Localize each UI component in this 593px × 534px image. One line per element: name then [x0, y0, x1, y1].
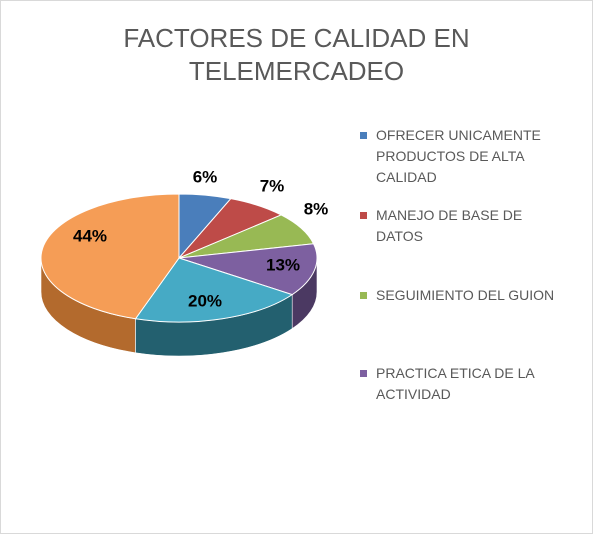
- legend-label-line: SEGUIMIENTO DEL GUION: [376, 287, 555, 303]
- legend-label-line: PRODUCTOS DE ALTA: [376, 148, 525, 164]
- pie-slice-5: [134, 257, 294, 323]
- legend-swatch-1: [360, 132, 367, 139]
- pie-slice-6: [40, 193, 180, 320]
- legend-label-2: MANEJO DE BASE DE DATOS: [376, 205, 556, 247]
- legend-swatch-4: [360, 370, 367, 377]
- legend-label-line: ACTIVIDAD: [376, 386, 451, 402]
- data-label-3: 8%: [304, 199, 329, 218]
- chart-title-line-1: FACTORES DE CALIDAD EN: [123, 23, 470, 53]
- legend-label-line: MANEJO DE BASE DE: [376, 207, 523, 223]
- legend-label-3: SEGUIMIENTO DEL GUION: [376, 285, 556, 306]
- data-label-6: 44%: [73, 226, 107, 245]
- pie-slice-4: [178, 243, 318, 296]
- legend-label-4: PRACTICA ETICA DE LA ACTIVIDAD: [376, 363, 556, 405]
- chart-title-line-2: TELEMERCADEO: [188, 56, 405, 86]
- legend-label-1: OFRECER UNICAMENTE PRODUCTOS DE ALTA CALID…: [376, 125, 556, 188]
- data-label-4: 13%: [266, 255, 300, 274]
- chart-title: FACTORES DE CALIDAD EN TELEMERCADEO: [0, 22, 593, 88]
- legend-label-line: PRACTICA ETICA DE LA: [376, 365, 535, 381]
- legend-label-line: DATOS: [376, 228, 423, 244]
- legend-label-line: OFRECER UNICAMENTE: [376, 127, 541, 143]
- legend-label-line: CALIDAD: [376, 169, 437, 185]
- data-label-5: 20%: [188, 291, 222, 310]
- data-label-1: 6%: [193, 167, 218, 186]
- data-label-2: 7%: [260, 176, 285, 195]
- legend-swatch-2: [360, 212, 367, 219]
- legend-swatch-3: [360, 292, 367, 299]
